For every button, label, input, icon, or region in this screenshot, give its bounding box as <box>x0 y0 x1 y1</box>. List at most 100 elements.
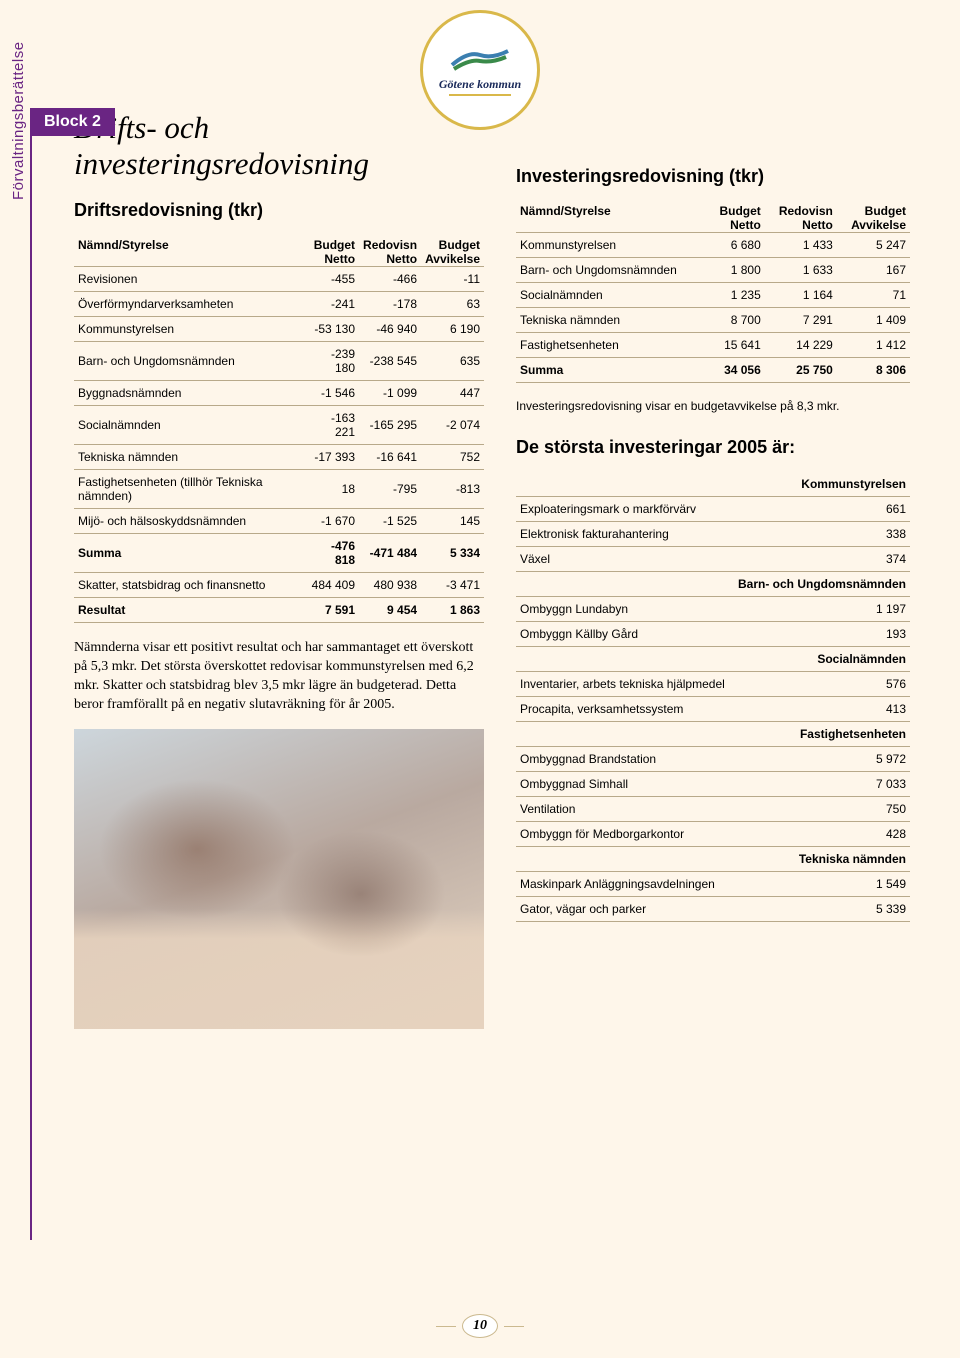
table-row: Tekniska nämnden-17 393-16 641752 <box>74 445 484 470</box>
th-avvik: Budget <box>837 199 910 218</box>
table-row: Barn- och Ungdomsnämnden1 8001 633167 <box>516 258 910 283</box>
cell-v2: -1 099 <box>359 381 421 406</box>
investments-subtitle: De största investeringar 2005 är: <box>516 437 910 458</box>
right-note: Investeringsredovisning visar en budgeta… <box>516 399 910 413</box>
cell-v3: -11 <box>421 267 484 292</box>
cell-v3: 635 <box>421 342 484 381</box>
cell-v1: 7 591 <box>305 598 359 623</box>
cell-v2: -165 295 <box>359 406 421 445</box>
table-row: Tekniska nämnden8 7007 2911 409 <box>516 308 910 333</box>
th-redovisn: Redovisn <box>359 233 421 252</box>
cell-label: Barn- och Ungdomsnämnden <box>516 258 707 283</box>
investments-list: KommunstyrelsenExploateringsmark o markf… <box>516 472 910 922</box>
item-value: 661 <box>830 497 910 522</box>
list-category: Kommunstyrelsen <box>516 472 910 497</box>
th-label: Nämnd/Styrelse <box>516 199 707 218</box>
item-value: 338 <box>830 522 910 547</box>
th-sub-netto1: Netto <box>707 218 764 233</box>
th-redovisn: Redovisn <box>765 199 837 218</box>
table-row: Byggnadsnämnden-1 546-1 099447 <box>74 381 484 406</box>
cell-v2: -238 545 <box>359 342 421 381</box>
table-row: Socialnämnden-163 221-165 295-2 074 <box>74 406 484 445</box>
right-column: Investeringsredovisning (tkr) Nämnd/Styr… <box>516 110 910 1029</box>
cell-label: Summa <box>74 534 305 573</box>
page-number-wrap: 10 <box>436 1314 524 1338</box>
cell-v2: 25 750 <box>765 358 837 383</box>
cell-v3: 1 412 <box>837 333 910 358</box>
table-row: Fastighetsenheten15 64114 2291 412 <box>516 333 910 358</box>
cell-v1: -239 180 <box>305 342 359 381</box>
cell-v3: 752 <box>421 445 484 470</box>
block-tag: Block 2 <box>30 108 115 136</box>
list-item: Procapita, verksamhetssystem413 <box>516 697 910 722</box>
cat-label: Barn- och Ungdomsnämnden <box>516 572 910 597</box>
cell-v1: 1 235 <box>707 283 764 308</box>
th-label: Nämnd/Styrelse <box>74 233 305 252</box>
th-sub-avvik: Avvikelse <box>421 252 484 267</box>
logo-text: Götene kommun <box>439 77 521 92</box>
side-rule <box>30 120 32 1240</box>
cell-label: Socialnämnden <box>74 406 305 445</box>
cell-v3: -813 <box>421 470 484 509</box>
item-label: Ombyggn för Medborgarkontor <box>516 822 830 847</box>
right-section-title: Investeringsredovisning (tkr) <box>516 166 910 187</box>
item-value: 428 <box>830 822 910 847</box>
item-value: 576 <box>830 672 910 697</box>
cell-v3: 167 <box>837 258 910 283</box>
left-body-text: Nämnderna visar ett positivt resultat oc… <box>74 639 484 715</box>
item-label: Elektronisk fakturahantering <box>516 522 830 547</box>
th-sub-netto2: Netto <box>765 218 837 233</box>
cell-label: Fastighetsenheten <box>516 333 707 358</box>
cell-v2: 1 633 <box>765 258 837 283</box>
item-label: Ombyggnad Brandstation <box>516 747 830 772</box>
cell-v3: 1 409 <box>837 308 910 333</box>
item-value: 374 <box>830 547 910 572</box>
logo-mark-icon <box>448 45 512 73</box>
sidebar-label: Förvaltningsberättelse <box>10 41 27 200</box>
cell-label: Tekniska nämnden <box>516 308 707 333</box>
cell-v2: -471 484 <box>359 534 421 573</box>
item-value: 413 <box>830 697 910 722</box>
cell-label: Barn- och Ungdomsnämnden <box>74 342 305 381</box>
list-item: Exploateringsmark o markförvärv661 <box>516 497 910 522</box>
cell-v1: 15 641 <box>707 333 764 358</box>
cell-v1: 18 <box>305 470 359 509</box>
item-label: Exploateringsmark o markförvärv <box>516 497 830 522</box>
cat-label: Kommunstyrelsen <box>516 472 910 497</box>
cell-v1: 6 680 <box>707 233 764 258</box>
table-row: Resultat7 5919 4541 863 <box>74 598 484 623</box>
cell-v2: 1 164 <box>765 283 837 308</box>
cell-label: Tekniska nämnden <box>74 445 305 470</box>
logo-underline <box>449 94 511 96</box>
table-row: Skatter, statsbidrag och finansnetto484 … <box>74 573 484 598</box>
cell-v3: 6 190 <box>421 317 484 342</box>
cell-label: Kommunstyrelsen <box>516 233 707 258</box>
cell-label: Överförmyndarverksamheten <box>74 292 305 317</box>
item-value: 1 197 <box>830 597 910 622</box>
cell-label: Kommunstyrelsen <box>74 317 305 342</box>
cell-v3: 145 <box>421 509 484 534</box>
cell-v3: 5 334 <box>421 534 484 573</box>
table-row: Revisionen-455-466-11 <box>74 267 484 292</box>
cell-v2: -16 641 <box>359 445 421 470</box>
item-value: 193 <box>830 622 910 647</box>
page-rule-right <box>504 1326 524 1327</box>
cell-v1: -241 <box>305 292 359 317</box>
item-label: Ombyggnad Simhall <box>516 772 830 797</box>
item-label: Maskinpark Anläggningsavdelningen <box>516 872 830 897</box>
cell-v2: 1 433 <box>765 233 837 258</box>
cell-v1: 484 409 <box>305 573 359 598</box>
th-sub-empty <box>516 218 707 233</box>
cell-v2: -795 <box>359 470 421 509</box>
list-item: Ombyggn för Medborgarkontor428 <box>516 822 910 847</box>
cell-v2: -178 <box>359 292 421 317</box>
cell-v1: -163 221 <box>305 406 359 445</box>
list-item: Ombyggn Källby Gård193 <box>516 622 910 647</box>
th-sub-netto2: Netto <box>359 252 421 267</box>
table-row: Överförmyndarverksamheten-241-17863 <box>74 292 484 317</box>
drifts-table: Nämnd/Styrelse Budget Redovisn Budget Ne… <box>74 233 484 623</box>
list-item: Inventarier, arbets tekniska hjälpmedel5… <box>516 672 910 697</box>
table-row: Summa-476 818-471 4845 334 <box>74 534 484 573</box>
cat-label: Fastighetsenheten <box>516 722 910 747</box>
item-label: Ventilation <box>516 797 830 822</box>
